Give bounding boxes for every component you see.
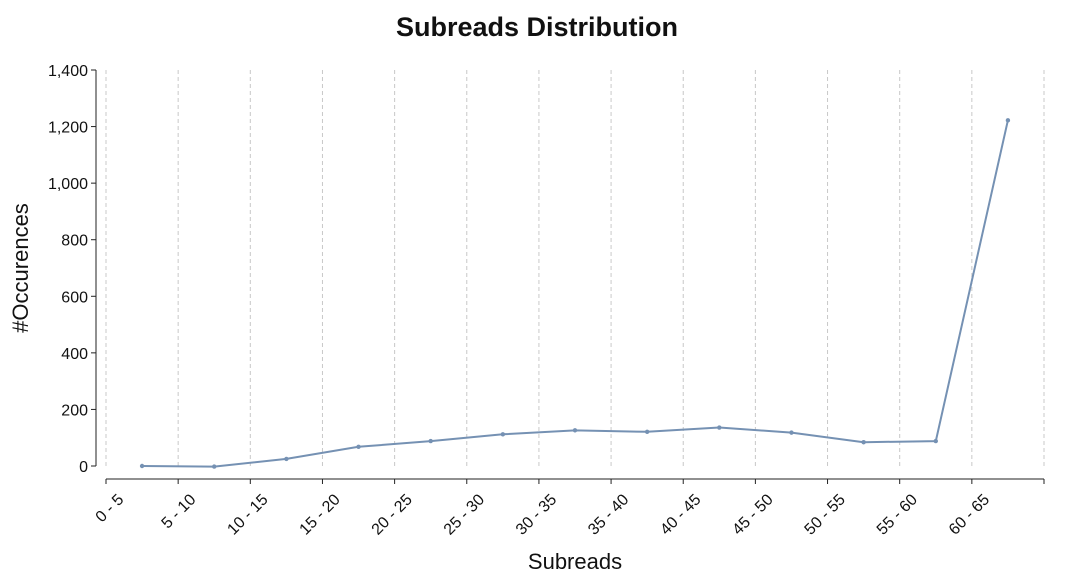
y-tick-label: 400 xyxy=(61,346,88,363)
data-point[interactable] xyxy=(284,456,289,462)
x-tick-label: 5 - 10 xyxy=(159,491,200,532)
x-tick-label: 20 - 25 xyxy=(369,491,416,538)
x-tick-label: 10 - 15 xyxy=(224,491,271,538)
y-axis-label: #Occurences xyxy=(8,203,33,333)
y-tick-label: 0 xyxy=(79,459,88,476)
data-point[interactable] xyxy=(1005,118,1011,123)
chart-title: Subreads Distribution xyxy=(396,12,678,42)
x-tick-label: 55 - 60 xyxy=(874,491,921,538)
axes xyxy=(95,70,1044,480)
data-point[interactable] xyxy=(212,464,217,469)
data-point[interactable] xyxy=(572,428,578,433)
x-axis-ticks: 0 - 5 5 - 10 10 - 15 15 - 20 20 - 25 25 - 30 3… xyxy=(93,479,1045,539)
x-tick-label: 45 - 50 xyxy=(729,491,776,538)
data-point[interactable] xyxy=(933,438,938,444)
x-tick-label: 60 - 65 xyxy=(946,491,993,538)
x-tick-label: 15 - 20 xyxy=(297,491,344,538)
x-tick-label: 40 - 45 xyxy=(657,491,704,538)
series-line xyxy=(142,120,1009,468)
data-point[interactable] xyxy=(500,432,506,437)
x-tick-label: 0 - 5 xyxy=(93,491,128,526)
y-axis-ticks: 0 200 400 600 800 1,000 1,200 1,400 xyxy=(48,63,96,476)
data-point[interactable] xyxy=(139,463,145,469)
x-axis-label: Subreads xyxy=(528,549,622,574)
data-point[interactable] xyxy=(356,444,361,449)
x-tick-label: 30 - 35 xyxy=(513,491,560,538)
y-tick-label: 1,000 xyxy=(48,176,88,193)
data-point[interactable] xyxy=(789,430,794,435)
data-point[interactable] xyxy=(861,440,866,445)
data-point[interactable] xyxy=(428,438,433,444)
grid-lines xyxy=(105,70,1045,466)
series-group xyxy=(139,118,1011,469)
y-tick-label: 800 xyxy=(61,233,88,250)
y-tick-label: 1,400 xyxy=(48,63,88,80)
y-tick-label: 1,200 xyxy=(48,120,88,137)
data-point[interactable] xyxy=(717,425,722,430)
x-tick-label: 50 - 55 xyxy=(802,491,849,538)
x-tick-label: 35 - 40 xyxy=(585,491,632,538)
data-point[interactable] xyxy=(644,429,650,434)
y-tick-label: 600 xyxy=(61,289,88,306)
x-tick-label: 25 - 30 xyxy=(441,491,488,538)
y-tick-label: 200 xyxy=(61,402,88,419)
